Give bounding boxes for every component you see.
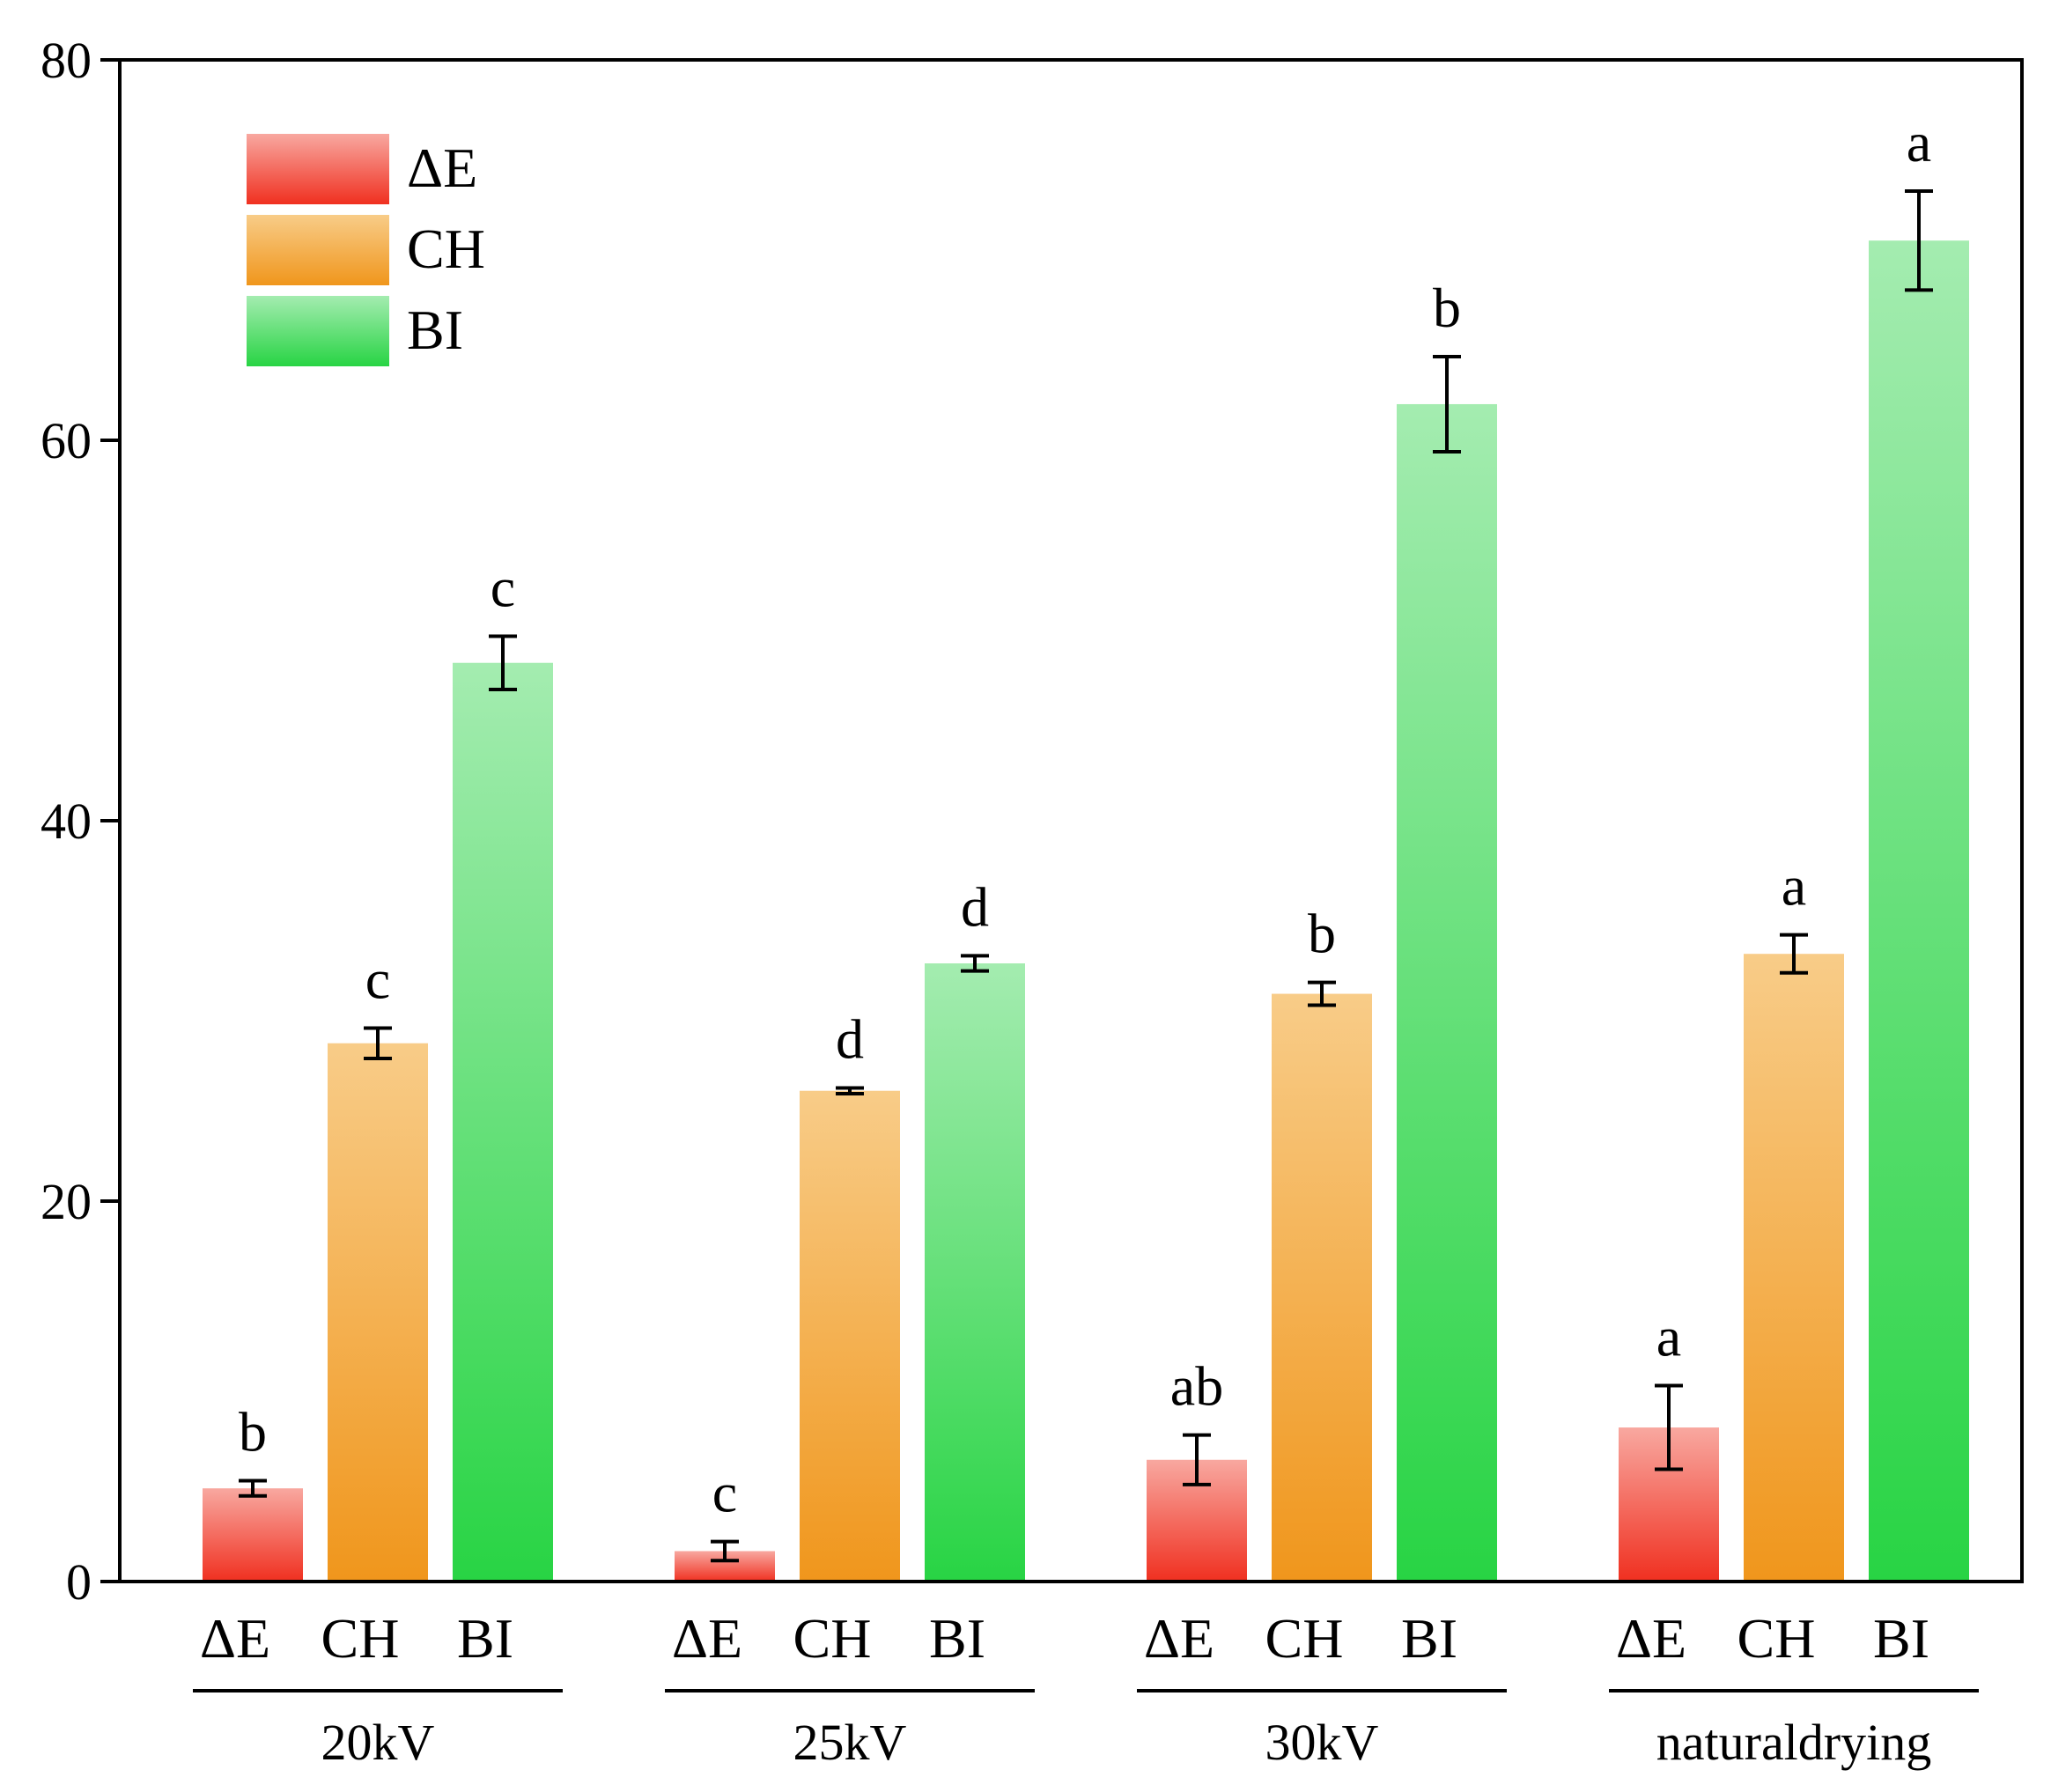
x-category-label-25kV-CH: CH xyxy=(793,1607,872,1670)
sig-label-20kV-ΔE: b xyxy=(239,1401,267,1464)
y-tick-label-0: 0 xyxy=(66,1553,92,1611)
sig-label-30kV-CH: b xyxy=(1308,903,1336,965)
sig-label-25kV-CH: d xyxy=(836,1007,864,1070)
sig-label-30kV-ΔE: ab xyxy=(1170,1355,1223,1418)
bars xyxy=(203,240,1969,1582)
sig-label-naturaldrying-BI: a xyxy=(1907,111,1931,173)
legend-label-BI: BI xyxy=(407,299,463,361)
bar-30kV-CH xyxy=(1272,993,1372,1582)
x-category-label-20kV-BI: BI xyxy=(457,1607,513,1670)
error-bar-20kV-BI xyxy=(489,634,517,691)
bar-25kV-CH xyxy=(800,1090,900,1582)
y-tick-label-60: 60 xyxy=(41,412,92,469)
group-label-naturaldrying: naturaldrying xyxy=(1656,1714,1931,1771)
bar-25kV-BI xyxy=(925,963,1025,1582)
error-bar-naturaldrying-BI xyxy=(1905,189,1933,292)
sig-label-20kV-CH: c xyxy=(365,948,390,1010)
error-bar-25kV-CH xyxy=(836,1086,864,1095)
sig-label-25kV-ΔE: c xyxy=(712,1462,737,1524)
legend-label-CH: CH xyxy=(407,218,485,280)
sig-label-naturaldrying-ΔE: a xyxy=(1656,1306,1681,1368)
legend-swatch-BI xyxy=(247,296,389,366)
bar-20kV-ΔE xyxy=(203,1488,303,1582)
sig-label-20kV-BI: c xyxy=(491,556,515,618)
x-category-label-20kV-CH: CH xyxy=(321,1607,400,1670)
legend-swatch-ΔE xyxy=(247,134,389,204)
significance-labels: b c c c d d ab b b a a a xyxy=(239,111,1931,1524)
error-bar-25kV-ΔE xyxy=(711,1539,739,1563)
y-tick-label-80: 80 xyxy=(41,32,92,89)
sig-label-30kV-BI: b xyxy=(1433,277,1461,339)
group-label-30kV: 30kV xyxy=(1265,1714,1379,1771)
error-bar-30kV-ΔE xyxy=(1183,1433,1211,1486)
error-bar-20kV-CH xyxy=(364,1026,392,1060)
x-axis: ΔE CH BI 20kV ΔE CH BI 25kV ΔE CH BI 30kV ΔE CH BI natu… xyxy=(193,1607,1979,1771)
x-category-label-30kV-ΔE: ΔE xyxy=(1144,1607,1214,1670)
x-category-label-25kV-ΔE: ΔE xyxy=(672,1607,742,1670)
y-axis: 0 20 40 60 80 xyxy=(41,32,120,1611)
y-tick-label-40: 40 xyxy=(41,793,92,850)
x-category-label-20kV-ΔE: ΔE xyxy=(200,1607,270,1670)
x-category-label-naturaldrying-CH: CH xyxy=(1737,1607,1816,1670)
legend: ΔE CH BI xyxy=(247,134,485,366)
bar-20kV-CH xyxy=(328,1043,428,1582)
x-category-label-25kV-BI: BI xyxy=(929,1607,985,1670)
group-label-25kV: 25kV xyxy=(793,1714,907,1771)
error-bar-30kV-BI xyxy=(1433,354,1461,454)
bar-30kV-BI xyxy=(1397,403,1497,1582)
bar-20kV-BI xyxy=(453,662,553,1582)
error-bar-naturaldrying-ΔE xyxy=(1655,1383,1683,1471)
error-bars xyxy=(239,189,1933,1563)
sig-label-naturaldrying-CH: a xyxy=(1782,855,1806,918)
bar-naturaldrying-BI xyxy=(1869,240,1969,1582)
plot-frame xyxy=(118,58,2024,1583)
x-category-label-naturaldrying-BI: BI xyxy=(1873,1607,1929,1670)
legend-swatch-CH xyxy=(247,215,389,285)
x-category-label-30kV-BI: BI xyxy=(1401,1607,1457,1670)
error-bar-20kV-ΔE xyxy=(239,1479,267,1498)
error-bar-25kV-BI xyxy=(961,954,989,973)
sig-label-25kV-BI: d xyxy=(961,875,989,938)
y-tick-label-20: 20 xyxy=(41,1173,92,1230)
x-category-label-30kV-CH: CH xyxy=(1265,1607,1344,1670)
bar-naturaldrying-CH xyxy=(1744,954,1844,1582)
error-bar-30kV-CH xyxy=(1308,980,1336,1007)
error-bar-naturaldrying-CH xyxy=(1780,933,1808,975)
group-label-20kV: 20kV xyxy=(321,1714,435,1771)
x-category-label-naturaldrying-ΔE: ΔE xyxy=(1616,1607,1686,1670)
legend-label-ΔE: ΔE xyxy=(407,136,477,199)
